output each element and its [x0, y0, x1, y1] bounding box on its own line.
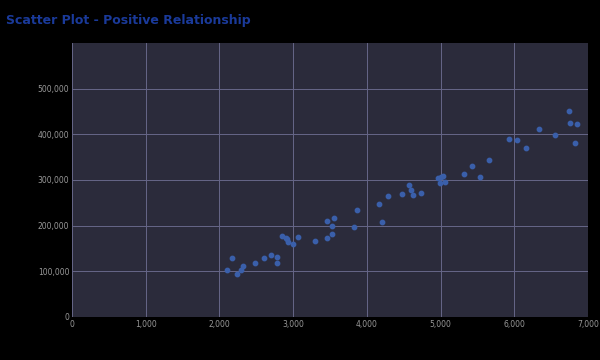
Point: [397, 191, 407, 197]
Point: [266, 252, 275, 258]
Point: [459, 171, 469, 177]
Point: [374, 201, 383, 207]
Point: [353, 207, 362, 213]
Point: [288, 242, 298, 247]
Point: [281, 235, 291, 241]
Point: [272, 260, 282, 266]
Point: [251, 260, 260, 266]
Point: [227, 255, 237, 261]
Point: [439, 173, 448, 179]
Point: [322, 219, 332, 224]
Point: [327, 224, 337, 229]
Point: [565, 120, 575, 126]
Point: [433, 175, 443, 181]
Point: [406, 187, 416, 193]
Point: [322, 235, 332, 241]
Point: [521, 145, 531, 151]
Point: [293, 234, 302, 240]
Point: [467, 163, 476, 169]
Point: [310, 238, 320, 244]
Point: [277, 233, 287, 239]
Point: [283, 239, 292, 245]
Point: [571, 140, 580, 146]
Point: [550, 132, 559, 138]
Point: [383, 193, 392, 199]
Point: [282, 236, 292, 242]
Point: [572, 121, 582, 127]
Point: [236, 267, 245, 273]
Point: [435, 180, 445, 185]
Point: [416, 190, 426, 196]
Text: Scatter Plot - Positive Relationship: Scatter Plot - Positive Relationship: [6, 14, 251, 27]
Point: [404, 183, 414, 188]
Point: [260, 255, 269, 261]
Point: [232, 271, 241, 276]
Point: [504, 136, 514, 142]
Point: [272, 254, 282, 260]
Point: [222, 267, 232, 273]
Point: [239, 263, 248, 269]
Point: [534, 126, 544, 132]
Point: [377, 219, 386, 225]
Point: [512, 137, 522, 143]
Point: [350, 224, 359, 230]
Point: [408, 192, 418, 197]
Point: [565, 109, 574, 114]
Point: [436, 174, 446, 180]
Point: [484, 157, 494, 163]
Point: [327, 231, 337, 237]
Point: [329, 216, 339, 221]
Point: [476, 174, 485, 180]
Point: [440, 179, 450, 185]
